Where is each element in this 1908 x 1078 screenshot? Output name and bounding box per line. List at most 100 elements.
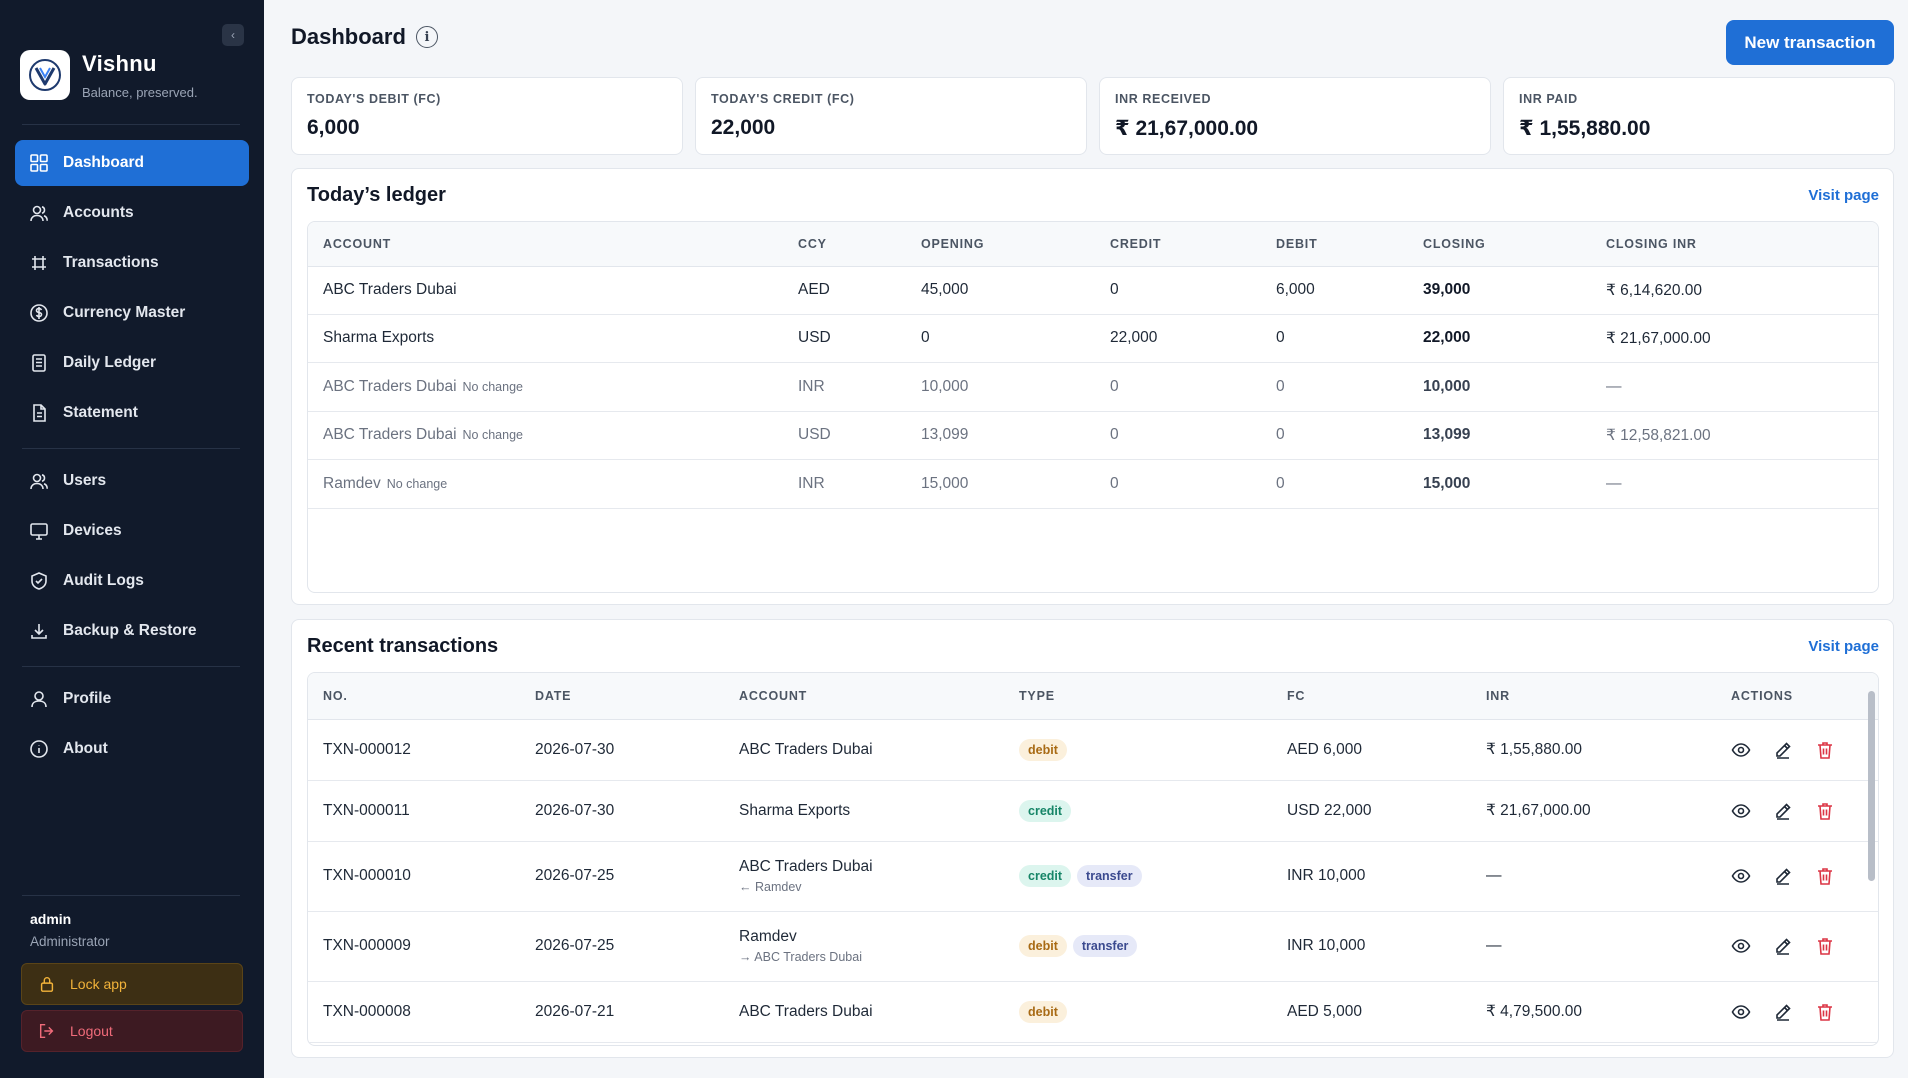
sidebar-item-currency-master[interactable]: Currency Master [15,290,249,336]
view-eye-icon[interactable] [1731,866,1751,886]
sidebar-item-accounts[interactable]: Accounts [15,190,249,236]
type-cell: debit [1004,981,1272,1043]
ledger-table: ACCOUNT CCY OPENING CREDIT DEBIT CLOSING… [307,221,1879,593]
delete-trash-icon[interactable] [1815,801,1835,821]
closing-inr-cell: — [1591,459,1878,509]
column-header[interactable]: ACCOUNT [308,222,783,267]
opening-cell: 0 [906,314,1095,363]
sidebar-item-audit-logs[interactable]: Audit Logs [15,558,249,604]
sidebar-item-statement[interactable]: Statement [15,390,249,436]
column-header[interactable]: TYPE [1004,673,1272,720]
new-transaction-button[interactable]: New transaction [1726,20,1894,65]
sidebar-item-profile[interactable]: Profile [15,676,249,722]
sidebar-item-about[interactable]: About [15,726,249,772]
sidebar-item-label: Daily Ledger [63,354,157,371]
table-row[interactable]: Sharma Exports USD 0 22,000 0 22,000 ₹ 2… [308,314,1878,363]
column-header[interactable]: CREDIT [1095,222,1261,267]
sidebar-item-label: Users [63,472,107,489]
scrollbar-thumb[interactable] [1868,691,1875,881]
users-icon [30,205,48,222]
fc-cell: AED 6,000 [1272,719,1471,781]
table-row[interactable]: TXN-000012 2026-07-30 ABC Traders Dubai … [308,719,1878,781]
table-row[interactable]: Ramdev No change INR 15,000 0 0 15,000 — [308,459,1878,509]
ledger-visit-page-link[interactable]: Visit page [1808,187,1879,204]
sidebar-divider [22,448,240,449]
stat-card-inr-received: INR RECEIVED ₹ 21,67,000.00 [1099,77,1491,155]
edit-pencil-icon[interactable] [1773,1002,1793,1022]
column-header[interactable]: CLOSING INR [1591,222,1878,267]
ccy-cell: AED [783,266,906,315]
account-name: Ramdev [323,474,381,492]
user-icon [31,691,47,708]
column-header[interactable]: OPENING [906,222,1095,267]
page-title-text: Dashboard [291,24,406,49]
column-header[interactable]: ACTIONS [1716,673,1878,720]
view-eye-icon[interactable] [1731,1002,1751,1022]
table-row[interactable]: TXN-000008 2026-07-21 ABC Traders Dubai … [308,981,1878,1043]
view-eye-icon[interactable] [1731,801,1751,821]
inr-cell: ₹ 1,55,880.00 [1471,719,1716,781]
logout-button[interactable]: Logout [21,1010,243,1052]
type-badge-debit: debit [1019,935,1067,957]
edit-pencil-icon[interactable] [1773,740,1793,760]
recent-title: Recent transactions [307,635,499,657]
collapse-sidebar-button[interactable]: ‹ [222,24,244,46]
txn-no-cell: TXN-000009 [308,911,520,982]
column-header[interactable]: DATE [520,673,724,720]
sidebar-item-daily-ledger[interactable]: Daily Ledger [15,340,249,386]
debit-cell: 0 [1261,411,1408,460]
fc-cell: INR 10,000 [1272,841,1471,912]
view-eye-icon[interactable] [1731,936,1751,956]
txn-no-cell: TXN-000008 [308,981,520,1043]
column-header[interactable]: CLOSING [1408,222,1591,267]
no-change-note: No change [462,428,523,442]
lock-app-button[interactable]: Lock app [21,963,243,1005]
column-header[interactable]: CCY [783,222,906,267]
monitor-icon [30,523,48,540]
closing-cell: 15,000 [1408,459,1591,509]
edit-pencil-icon[interactable] [1773,936,1793,956]
closing-inr-cell: ₹ 12,58,821.00 [1591,411,1878,460]
column-header[interactable]: NO. [308,673,520,720]
delete-trash-icon[interactable] [1815,740,1835,760]
stat-label: INR PAID [1519,92,1578,106]
transactions-icon [32,256,46,270]
closing-inr-cell: ₹ 6,14,620.00 [1591,266,1878,315]
sidebar-item-devices[interactable]: Devices [15,508,249,554]
column-header[interactable]: DEBIT [1261,222,1408,267]
ccy-cell: INR [783,459,906,509]
sidebar-divider [22,895,240,896]
closing-inr-cell: ₹ 21,67,000.00 [1591,314,1878,363]
edit-pencil-icon[interactable] [1773,801,1793,821]
inr-cell: — [1471,911,1716,982]
delete-trash-icon[interactable] [1815,866,1835,886]
table-row[interactable]: TXN-000010 2026-07-25 ABC Traders Dubai ←… [308,841,1878,912]
table-row[interactable]: ABC Traders Dubai No change INR 10,000 0 … [308,362,1878,412]
account-cell: Sharma Exports [724,780,1004,842]
account-name: ABC Traders Dubai [323,377,457,395]
sidebar-item-transactions[interactable]: Transactions [15,240,249,286]
view-eye-icon[interactable] [1731,740,1751,760]
sidebar-item-users[interactable]: Users [15,458,249,504]
info-icon[interactable]: i [415,26,438,48]
sidebar-item-dashboard[interactable]: Dashboard [15,140,249,186]
table-scrollbar[interactable] [1867,677,1875,1037]
logout-icon [39,1023,54,1039]
delete-trash-icon[interactable] [1815,1002,1835,1022]
delete-trash-icon[interactable] [1815,936,1835,956]
table-row[interactable]: TXN-000011 2026-07-30 Sharma Exports cre… [308,780,1878,842]
column-header[interactable]: FC [1272,673,1471,720]
table-row[interactable]: TXN-000009 2026-07-25 Ramdev → ABC Trader… [308,911,1878,982]
column-header[interactable]: INR [1471,673,1716,720]
table-row[interactable]: ABC Traders Dubai No change USD 13,099 0 … [308,411,1878,460]
recent-visit-page-link[interactable]: Visit page [1808,638,1879,655]
stat-label: TODAY'S DEBIT (FC) [307,92,441,106]
sidebar-item-backup-restore[interactable]: Backup & Restore [15,608,249,654]
actions-cell [1716,841,1878,912]
table-row[interactable]: ABC Traders Dubai AED 45,000 0 6,000 39,… [308,266,1878,315]
column-header[interactable]: ACCOUNT [724,673,1004,720]
opening-cell: 15,000 [906,459,1095,509]
actions-cell [1716,780,1878,842]
dollar-icon [30,304,48,322]
edit-pencil-icon[interactable] [1773,866,1793,886]
